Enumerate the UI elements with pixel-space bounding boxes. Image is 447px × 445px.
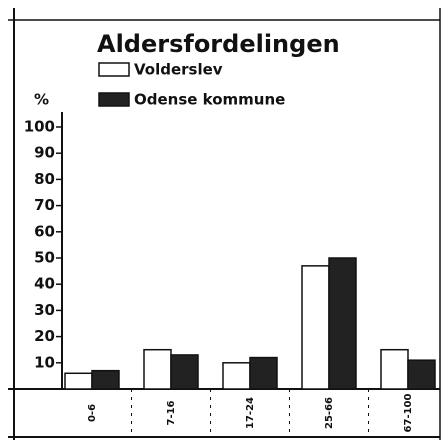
x-tick-label: 17-24 <box>245 397 256 429</box>
y-axis-label: % <box>34 91 49 109</box>
y-tick-label: 100 <box>24 118 55 136</box>
bar <box>302 266 329 389</box>
bar <box>144 350 171 389</box>
y-tick-label: 60 <box>34 222 55 240</box>
y-tick-label: 90 <box>34 144 55 162</box>
y-tick-label: 20 <box>34 327 55 345</box>
legend-swatch <box>99 93 129 106</box>
x-tick-label: 7-16 <box>166 400 177 425</box>
y-tick-label: 10 <box>34 353 55 371</box>
bar <box>223 363 250 389</box>
y-tick-label: 80 <box>34 170 55 188</box>
legend-swatch <box>99 63 129 76</box>
y-tick-label: 30 <box>34 301 55 319</box>
bar <box>171 355 198 389</box>
y-tick-label: 70 <box>34 196 55 214</box>
bar <box>408 360 435 389</box>
x-tick-label: 67-100 <box>403 393 414 432</box>
legend-label: Odense kommune <box>134 91 285 109</box>
y-tick-label: 40 <box>34 275 55 293</box>
bar <box>250 358 277 389</box>
bar <box>381 350 408 389</box>
legend-label: Volderslev <box>134 61 223 79</box>
chart-title: Aldersfordelingen <box>97 30 340 58</box>
x-tick-label: 25-66 <box>324 397 335 429</box>
bar <box>92 371 119 389</box>
bar <box>65 373 92 389</box>
y-tick-label: 50 <box>34 249 55 267</box>
chart: Aldersfordelingen % 10 20 30 40 50 60 70 80 90 10… <box>0 0 447 445</box>
bar <box>329 258 356 389</box>
x-tick-label: 0-6 <box>87 404 98 422</box>
